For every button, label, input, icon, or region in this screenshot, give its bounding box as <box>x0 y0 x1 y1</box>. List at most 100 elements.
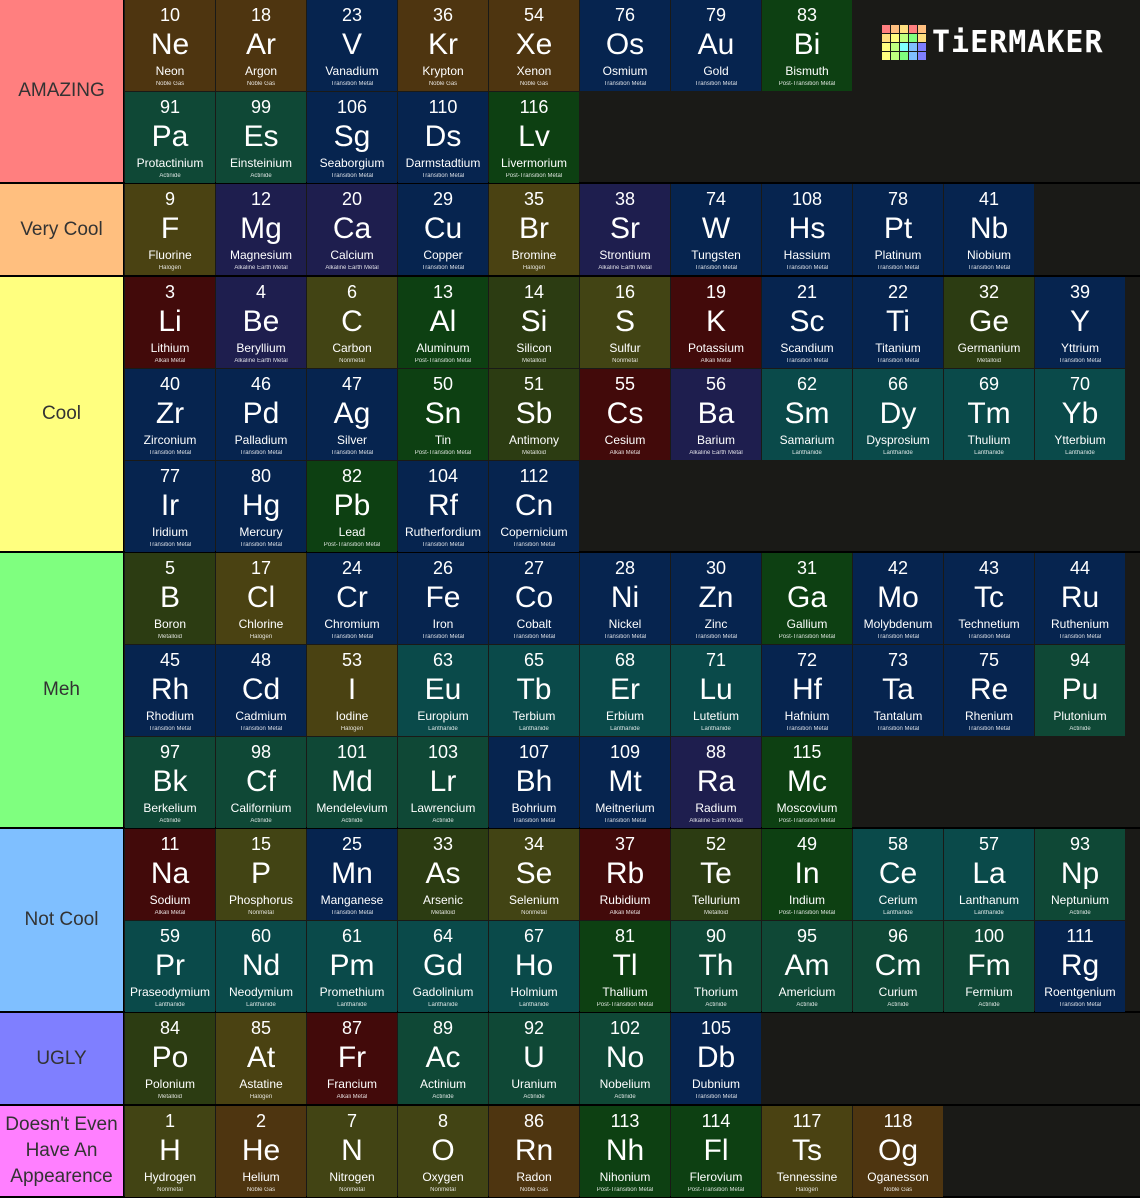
element-tile-calcium[interactable]: 20 Ca Calcium Alkaline Earth Metal <box>307 184 397 275</box>
element-tile-molybdenum[interactable]: 42 Mo Molybdenum Transition Metal <box>853 553 943 644</box>
element-tile-erbium[interactable]: 68 Er Erbium Lanthanide <box>580 645 670 736</box>
element-tile-lanthanum[interactable]: 57 La Lanthanum Lanthanide <box>944 829 1034 920</box>
element-tile-neon[interactable]: 10 Ne Neon Noble Gas <box>125 0 215 91</box>
element-tile-platinum[interactable]: 78 Pt Platinum Transition Metal <box>853 184 943 275</box>
element-tile-krypton[interactable]: 36 Kr Krypton Noble Gas <box>398 0 488 91</box>
element-tile-thorium[interactable]: 90 Th Thorium Actinide <box>671 921 761 1012</box>
element-tile-praseodymium[interactable]: 59 Pr Praseodymium Lanthanide <box>125 921 215 1012</box>
element-tile-europium[interactable]: 63 Eu Europium Lanthanide <box>398 645 488 736</box>
element-tile-livermorium[interactable]: 116 Lv Livermorium Post-Transition Metal <box>489 92 579 183</box>
element-tile-thallium[interactable]: 81 Tl Thallium Post-Transition Metal <box>580 921 670 1012</box>
element-tile-helium[interactable]: 2 He Helium Noble Gas <box>216 1106 306 1197</box>
element-tile-strontium[interactable]: 38 Sr Strontium Alkaline Earth Metal <box>580 184 670 275</box>
element-tile-ruthenium[interactable]: 44 Ru Ruthenium Transition Metal <box>1035 553 1125 644</box>
element-tile-californium[interactable]: 98 Cf Californium Actinide <box>216 737 306 828</box>
element-tile-lawrencium[interactable]: 103 Lr Lawrencium Actinide <box>398 737 488 828</box>
element-tile-tin[interactable]: 50 Sn Tin Post-Transition Metal <box>398 369 488 460</box>
element-tile-silicon[interactable]: 14 Si Silicon Metalloid <box>489 277 579 368</box>
element-tile-iridium[interactable]: 77 Ir Iridium Transition Metal <box>125 461 215 552</box>
element-tile-carbon[interactable]: 6 C Carbon Nonmetal <box>307 277 397 368</box>
element-tile-seaborgium[interactable]: 106 Sg Seaborgium Transition Metal <box>307 92 397 183</box>
element-tile-mendelevium[interactable]: 101 Md Mendelevium Actinide <box>307 737 397 828</box>
element-tile-indium[interactable]: 49 In Indium Post-Transition Metal <box>762 829 852 920</box>
element-tile-protactinium[interactable]: 91 Pa Protactinium Actinide <box>125 92 215 183</box>
element-tile-curium[interactable]: 96 Cm Curium Actinide <box>853 921 943 1012</box>
element-tile-thulium[interactable]: 69 Tm Thulium Lanthanide <box>944 369 1034 460</box>
element-tile-polonium[interactable]: 84 Po Polonium Metalloid <box>125 1013 215 1104</box>
element-tile-oxygen[interactable]: 8 O Oxygen Nonmetal <box>398 1106 488 1197</box>
element-tile-potassium[interactable]: 19 K Potassium Alkali Metal <box>671 277 761 368</box>
element-tile-fermium[interactable]: 100 Fm Fermium Actinide <box>944 921 1034 1012</box>
element-tile-antimony[interactable]: 51 Sb Antimony Metalloid <box>489 369 579 460</box>
element-tile-iron[interactable]: 26 Fe Iron Transition Metal <box>398 553 488 644</box>
element-tile-barium[interactable]: 56 Ba Barium Alkaline Earth Metal <box>671 369 761 460</box>
element-tile-tennessine[interactable]: 117 Ts Tennessine Halogen <box>762 1106 852 1197</box>
element-tile-copernicium[interactable]: 112 Cn Copernicium Transition Metal <box>489 461 579 552</box>
element-tile-lutetium[interactable]: 71 Lu Lutetium Lanthanide <box>671 645 761 736</box>
element-tile-rhodium[interactable]: 45 Rh Rhodium Transition Metal <box>125 645 215 736</box>
element-tile-tungsten[interactable]: 74 W Tungsten Transition Metal <box>671 184 761 275</box>
element-tile-bismuth[interactable]: 83 Bi Bismuth Post-Transition Metal <box>762 0 852 91</box>
element-tile-chlorine[interactable]: 17 Cl Chlorine Halogen <box>216 553 306 644</box>
element-tile-vanadium[interactable]: 23 V Vanadium Transition Metal <box>307 0 397 91</box>
element-tile-radon[interactable]: 86 Rn Radon Noble Gas <box>489 1106 579 1197</box>
element-tile-tantalum[interactable]: 73 Ta Tantalum Transition Metal <box>853 645 943 736</box>
element-tile-rutherfordium[interactable]: 104 Rf Rutherfordium Transition Metal <box>398 461 488 552</box>
element-tile-chromium[interactable]: 24 Cr Chromium Transition Metal <box>307 553 397 644</box>
element-tile-bohrium[interactable]: 107 Bh Bohrium Transition Metal <box>489 737 579 828</box>
element-tile-zinc[interactable]: 30 Zn Zinc Transition Metal <box>671 553 761 644</box>
element-tile-sulfur[interactable]: 16 S Sulfur Nonmetal <box>580 277 670 368</box>
element-tile-fluorine[interactable]: 9 F Fluorine Halogen <box>125 184 215 275</box>
element-tile-einsteinium[interactable]: 99 Es Einsteinium Actinide <box>216 92 306 183</box>
element-tile-cobalt[interactable]: 27 Co Cobalt Transition Metal <box>489 553 579 644</box>
element-tile-actinium[interactable]: 89 Ac Actinium Actinide <box>398 1013 488 1104</box>
element-tile-darmstadtium[interactable]: 110 Ds Darmstadtium Transition Metal <box>398 92 488 183</box>
tier-label[interactable]: Meh <box>0 553 124 827</box>
element-tile-selenium[interactable]: 34 Se Selenium Nonmetal <box>489 829 579 920</box>
element-tile-gold[interactable]: 79 Au Gold Transition Metal <box>671 0 761 91</box>
element-tile-astatine[interactable]: 85 At Astatine Halogen <box>216 1013 306 1104</box>
element-tile-radium[interactable]: 88 Ra Radium Alkaline Earth Metal <box>671 737 761 828</box>
element-tile-lithium[interactable]: 3 Li Lithium Alkali Metal <box>125 277 215 368</box>
element-tile-gadolinium[interactable]: 64 Gd Gadolinium Lanthanide <box>398 921 488 1012</box>
element-tile-oganesson[interactable]: 118 Og Oganesson Noble Gas <box>853 1106 943 1197</box>
element-tile-rubidium[interactable]: 37 Rb Rubidium Alkali Metal <box>580 829 670 920</box>
element-tile-uranium[interactable]: 92 U Uranium Actinide <box>489 1013 579 1104</box>
element-tile-nickel[interactable]: 28 Ni Nickel Transition Metal <box>580 553 670 644</box>
element-tile-flerovium[interactable]: 114 Fl Flerovium Post-Transition Metal <box>671 1106 761 1197</box>
element-tile-berkelium[interactable]: 97 Bk Berkelium Actinide <box>125 737 215 828</box>
element-tile-neodymium[interactable]: 60 Nd Neodymium Lanthanide <box>216 921 306 1012</box>
element-tile-germanium[interactable]: 32 Ge Germanium Metalloid <box>944 277 1034 368</box>
element-tile-ytterbium[interactable]: 70 Yb Ytterbium Lanthanide <box>1035 369 1125 460</box>
element-tile-bromine[interactable]: 35 Br Bromine Halogen <box>489 184 579 275</box>
element-tile-dubnium[interactable]: 105 Db Dubnium Transition Metal <box>671 1013 761 1104</box>
element-tile-gallium[interactable]: 31 Ga Gallium Post-Transition Metal <box>762 553 852 644</box>
element-tile-nobelium[interactable]: 102 No Nobelium Actinide <box>580 1013 670 1104</box>
element-tile-hassium[interactable]: 108 Hs Hassium Transition Metal <box>762 184 852 275</box>
element-tile-lead[interactable]: 82 Pb Lead Post-Transition Metal <box>307 461 397 552</box>
element-tile-aluminum[interactable]: 13 Al Aluminum Post-Transition Metal <box>398 277 488 368</box>
element-tile-phosphorus[interactable]: 15 P Phosphorus Nonmetal <box>216 829 306 920</box>
element-tile-terbium[interactable]: 65 Tb Terbium Lanthanide <box>489 645 579 736</box>
element-tile-hafnium[interactable]: 72 Hf Hafnium Transition Metal <box>762 645 852 736</box>
tier-label[interactable]: Not Cool <box>0 829 124 1011</box>
element-tile-copper[interactable]: 29 Cu Copper Transition Metal <box>398 184 488 275</box>
element-tile-nitrogen[interactable]: 7 N Nitrogen Nonmetal <box>307 1106 397 1197</box>
element-tile-samarium[interactable]: 62 Sm Samarium Lanthanide <box>762 369 852 460</box>
element-tile-xenon[interactable]: 54 Xe Xenon Noble Gas <box>489 0 579 91</box>
element-tile-holmium[interactable]: 67 Ho Holmium Lanthanide <box>489 921 579 1012</box>
element-tile-meitnerium[interactable]: 109 Mt Meitnerium Transition Metal <box>580 737 670 828</box>
element-tile-cerium[interactable]: 58 Ce Cerium Lanthanide <box>853 829 943 920</box>
element-tile-yttrium[interactable]: 39 Y Yttrium Transition Metal <box>1035 277 1125 368</box>
element-tile-manganese[interactable]: 25 Mn Manganese Transition Metal <box>307 829 397 920</box>
element-tile-moscovium[interactable]: 115 Mc Moscovium Post-Transition Metal <box>762 737 852 828</box>
element-tile-niobium[interactable]: 41 Nb Niobium Transition Metal <box>944 184 1034 275</box>
element-tile-hydrogen[interactable]: 1 H Hydrogen Nonmetal <box>125 1106 215 1197</box>
element-tile-cadmium[interactable]: 48 Cd Cadmium Transition Metal <box>216 645 306 736</box>
element-tile-americium[interactable]: 95 Am Americium Actinide <box>762 921 852 1012</box>
element-tile-zirconium[interactable]: 40 Zr Zirconium Transition Metal <box>125 369 215 460</box>
element-tile-sodium[interactable]: 11 Na Sodium Alkali Metal <box>125 829 215 920</box>
element-tile-plutonium[interactable]: 94 Pu Plutonium Actinide <box>1035 645 1125 736</box>
element-tile-promethium[interactable]: 61 Pm Promethium Lanthanide <box>307 921 397 1012</box>
element-tile-beryllium[interactable]: 4 Be Beryllium Alkaline Earth Metal <box>216 277 306 368</box>
